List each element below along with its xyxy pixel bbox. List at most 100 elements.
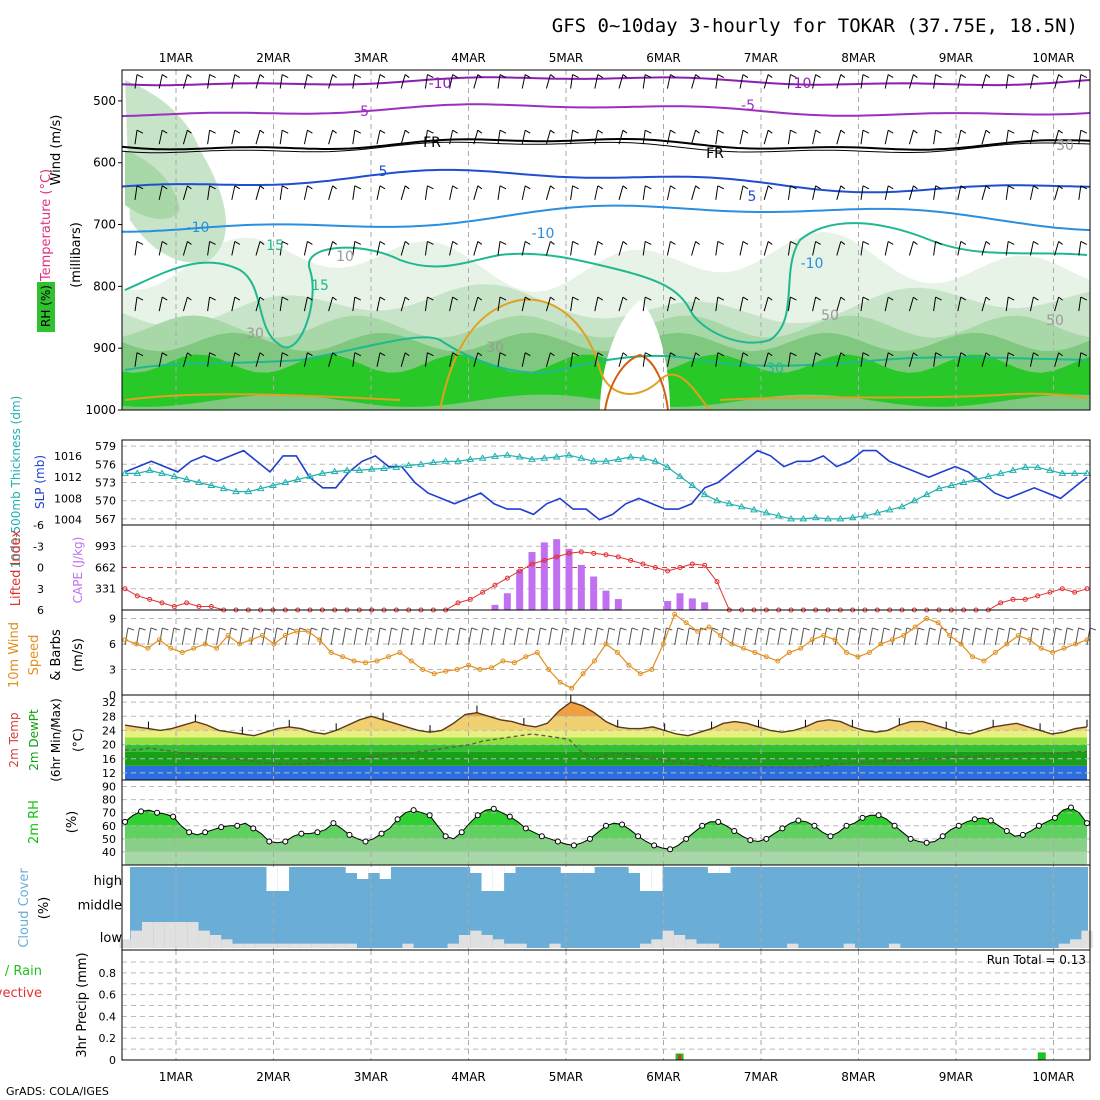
surface-barb [983,627,988,646]
wind-barb-flag [815,241,821,245]
wind-axis-label: Speed [27,635,42,676]
thickness-marker [441,457,450,464]
surface-barb-flag [391,627,398,631]
precip-tick: 0.8 [99,967,117,980]
convective-bar [678,1054,682,1060]
low-cloud-bar [515,943,527,948]
thickness-marker [429,458,438,465]
high-cloud-bar [583,867,595,873]
thickness-marker [256,484,265,492]
wind-barb [279,185,283,200]
wind-barb [812,185,817,200]
wind-barb [570,352,574,367]
rh-marker [122,818,128,825]
lifted-index-marker [652,565,658,570]
high-cloud-bar [345,867,357,873]
surface-barb [777,627,782,646]
high-cloud-bar [651,867,663,891]
surface-barb [410,627,415,646]
high-cloud-bar [492,867,505,891]
wind-speed-marker [259,633,265,638]
wind-barb-flag [404,352,410,357]
wind-barb [594,296,599,312]
wind-speed-marker [1027,637,1033,643]
wind-barb-flag [452,129,458,134]
thickness-marker [145,466,154,473]
wind-speed-marker [557,679,563,685]
date-label-top: 9MAR [939,51,974,65]
rh-dry-gap [600,300,670,410]
rh-marker [250,825,257,832]
wind-speed-marker [821,633,827,638]
wind-barb [642,130,646,145]
thickness-marker [737,502,746,510]
wind-barb-flag [1007,185,1015,190]
wind-barb-flag [742,129,749,134]
wind-barb-flag [499,296,507,301]
wind-barb [424,130,428,145]
wind-barb [303,352,308,367]
contour-25 [604,353,669,411]
rh-tick: 40 [102,846,116,859]
surface-barb-flag [1009,627,1016,631]
wind-speed-marker [156,637,162,643]
precip-tick: 0.2 [99,1032,117,1045]
temp-band [125,730,1087,738]
rh-marker [715,818,722,825]
wind-barb [691,296,697,312]
wind-barb-flag [307,129,313,134]
surface-barb-flag [780,627,787,631]
rh-marker [474,812,481,819]
wind-barb-flag [985,129,991,134]
wind-barb [352,352,356,367]
wind-speed-marker [408,658,414,664]
wind-barb-flag [815,185,821,190]
wind-barb-flag [404,241,410,245]
date-label-top: 7MAR [744,51,779,65]
wind-barb-flag [695,185,700,190]
surface-barb [857,627,862,646]
temp-line [124,701,1088,737]
wind-barb-flag [960,185,967,190]
rh-marker [298,830,305,837]
surface-barb-flag [402,627,410,631]
wind-barb-flag [742,241,749,245]
wind-barb [400,352,406,367]
wind-speed-marker [775,658,781,664]
low-cloud-bar [504,943,516,948]
surface-barb-flag [998,627,1005,631]
wind-speed-marker [214,645,220,651]
thickness-marker [1070,469,1079,476]
wind-barb [231,130,236,145]
wind-barb [763,296,769,312]
wind-barb-flag [622,296,628,301]
pressure-tick: 500 [93,94,116,108]
wind-barb-flag [1058,241,1063,245]
wind-speed-marker [924,616,930,621]
rh-legend-swatch [37,282,55,332]
wind-barb-flag [550,185,555,190]
wind-barb-flag [790,129,797,134]
surface-barb-flag [963,627,971,631]
wind-barb [497,74,501,89]
pressure-axis-label: (millibars) [69,222,84,288]
wind-barb-flag [379,352,386,357]
wind-barb [1029,74,1034,89]
wind-tick: 0 [109,689,116,702]
contour-label: -10 [789,76,812,92]
wind-barb-flag [1007,241,1015,245]
lifted-index-marker [184,600,190,606]
thickness-marker [133,469,142,476]
wind-barb-flag [862,296,870,301]
wind-barb [279,352,283,367]
wind-barb-flag [913,74,918,78]
wind-barb [933,241,937,256]
surface-barb-flag [952,627,959,631]
wind-speed-marker [523,654,529,660]
high-cloud-bar [504,867,516,873]
wind-barb [1005,74,1009,89]
wind-barb-flag [136,241,144,245]
lifted-tick: 0 [37,562,44,575]
thickness-marker [552,453,561,460]
low-cloud-bar [673,935,686,948]
